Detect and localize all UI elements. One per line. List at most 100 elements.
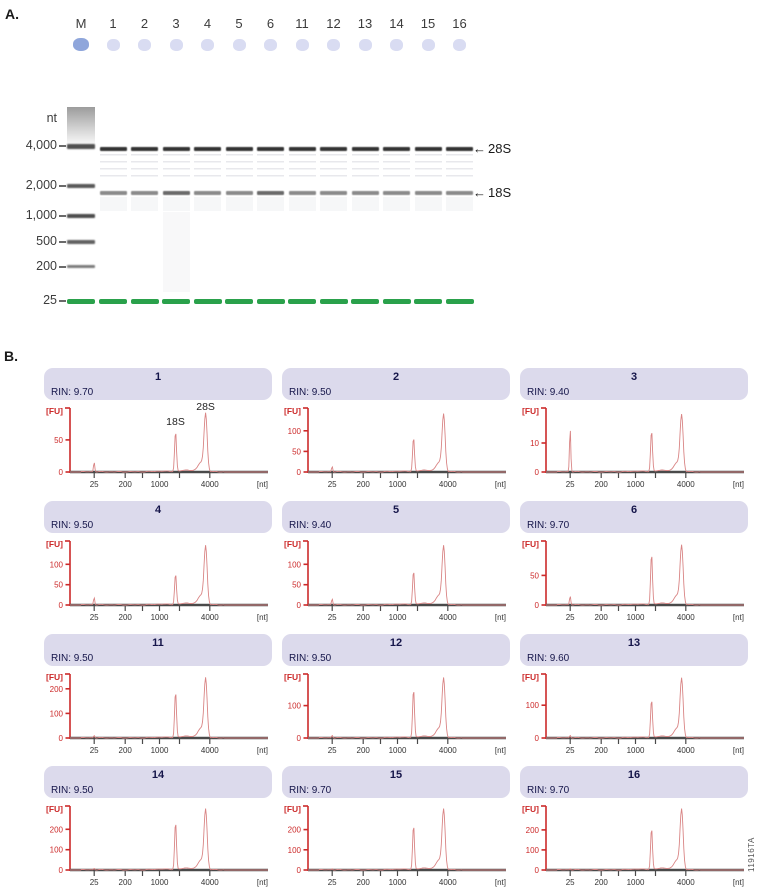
sample-well: [138, 39, 151, 51]
y-tick-label: 200: [526, 826, 540, 835]
sample-lower-smear: [194, 197, 221, 211]
rin-score-label: RIN: 9.50: [289, 653, 332, 664]
sample-header: 3 RIN: 9.40: [520, 368, 748, 400]
electropherogram-panel-4: 4 RIN: 9.50 [FU] 0 50 100 25 200 1000 4000 [nt]: [44, 501, 272, 629]
figure-code-text: 11916TA: [747, 837, 756, 872]
sample-well: [453, 39, 466, 51]
sample-number-label: 4: [154, 504, 162, 516]
sample-header: 11 RIN: 9.50: [44, 634, 272, 666]
x-tick-label: 1000: [151, 878, 169, 887]
y-axis-unit-label: [FU]: [46, 539, 63, 549]
sample-band-28s: [446, 146, 473, 152]
y-tick-label: 100: [526, 846, 540, 855]
electropherogram-plot: [FU] 0 100 200 25 200 1000 4000 [nt]: [46, 804, 268, 887]
y-tick-label: 100: [50, 560, 64, 569]
sample-header: 6 RIN: 9.70: [520, 501, 748, 533]
x-tick-label: 1000: [627, 746, 645, 755]
y-tick-label: 0: [297, 866, 302, 875]
gel-ladder-label: 4,000: [25, 138, 57, 152]
ladder-band: [67, 183, 95, 188]
y-tick-label: 50: [54, 436, 63, 445]
peak-annotation-label: 18S: [166, 416, 185, 428]
rin-score-label: RIN: 9.40: [289, 520, 332, 531]
x-tick-label: 200: [595, 878, 609, 887]
sample-number-label: 3: [630, 371, 638, 383]
electropherogram-panel-15: 15 RIN: 9.70 [FU] 0 100 200 25 200 1000 4000 [nt]: [282, 766, 510, 890]
y-tick-label: 100: [50, 709, 64, 718]
sample-inter-smear: [446, 154, 473, 182]
x-axis-unit-label: [nt]: [495, 480, 506, 489]
gel-ladder-label: 500: [36, 234, 57, 248]
lower-marker-band: [319, 298, 348, 304]
x-axis-unit-label: [nt]: [257, 613, 268, 622]
band-annotation-label: 18S: [488, 185, 512, 200]
sample-band-28s: [288, 146, 316, 152]
y-axis-unit-label: [FU]: [46, 406, 63, 416]
sample-inter-smear: [131, 154, 158, 182]
x-tick-label: 200: [119, 480, 133, 489]
x-tick-label: 25: [90, 878, 99, 887]
y-tick-label: 50: [292, 581, 301, 590]
x-axis-unit-label: [nt]: [733, 480, 744, 489]
sample-band-28s: [194, 146, 221, 152]
electropherogram-plot: [FU] 0 100 200 25 200 1000 4000 [nt]: [46, 672, 268, 755]
y-axis-unit-label: [FU]: [284, 672, 301, 682]
sample-lower-smear: [99, 197, 127, 211]
y-axis-unit-label: [FU]: [284, 406, 301, 416]
sample-number-label: 1: [154, 371, 162, 383]
peak-annotation-label: 28S: [196, 401, 215, 413]
y-tick-label: 0: [59, 734, 64, 743]
sample-well: [358, 39, 372, 51]
ladder-band: [67, 264, 95, 269]
rna-trace: [308, 545, 506, 606]
rna-trace: [546, 413, 744, 473]
sample-header: 15 RIN: 9.70: [282, 766, 510, 798]
sample-well: [73, 38, 89, 51]
rna-trace: [308, 808, 506, 871]
rna-trace: [308, 677, 506, 739]
sample-band-18s: [288, 191, 316, 195]
y-axis-unit-label: [FU]: [522, 804, 539, 814]
sample-band-18s: [99, 191, 127, 195]
x-tick-label: 200: [119, 878, 133, 887]
sample-number-label: 2: [392, 371, 400, 383]
x-tick-label: 4000: [201, 480, 219, 489]
y-tick-label: 0: [59, 866, 64, 875]
gel-axis-label: nt: [46, 111, 57, 125]
electropherogram-plot: [FU] 0 10 25 200 1000 4000 [nt]: [522, 406, 744, 489]
rna-trace: [70, 545, 268, 606]
x-tick-label: 4000: [201, 746, 219, 755]
sample-band-18s: [351, 191, 379, 195]
y-tick-label: 0: [59, 601, 64, 610]
rna-trace: [546, 808, 744, 871]
gel-lane-label: 14: [389, 16, 404, 31]
sample-header: 12 RIN: 9.50: [282, 634, 510, 666]
x-tick-label: 1000: [151, 480, 169, 489]
ladder-band: [67, 239, 95, 244]
sample-inter-smear: [288, 154, 316, 182]
electropherogram-plot: [FU] 0 100 200 25 200 1000 4000 [nt]: [284, 804, 506, 887]
rin-score-label: RIN: 9.60: [527, 653, 570, 664]
y-axis-unit-label: [FU]: [46, 804, 63, 814]
sample-band-28s: [320, 146, 347, 152]
lower-marker-band: [162, 298, 190, 304]
x-tick-label: 25: [328, 746, 337, 755]
sample-lower-smear: [414, 197, 442, 211]
electropherogram-plot: [FU] 0 100 25 200 1000 4000 [nt]: [284, 672, 506, 755]
sample-band-18s: [446, 191, 473, 195]
rin-score-label: RIN: 9.50: [51, 653, 94, 664]
sample-number-label: 5: [392, 504, 400, 516]
rin-score-label: RIN: 9.50: [51, 520, 94, 531]
lower-marker-band: [351, 298, 379, 304]
sample-number-label: 6: [630, 504, 638, 516]
electropherogram-panel-1: 1 RIN: 9.70 [FU] 0 50 25 200 1000 4000 [nt] 18S 28S: [44, 368, 272, 496]
sample-inter-smear: [162, 154, 190, 182]
lower-marker-band: [130, 298, 159, 304]
y-tick-label: 50: [54, 581, 63, 590]
panel-a-label: A.: [5, 6, 19, 22]
gel-lane-label: 13: [357, 16, 373, 31]
x-tick-label: 1000: [151, 746, 169, 755]
lower-marker-band: [225, 298, 253, 304]
ladder-band: [67, 143, 95, 149]
